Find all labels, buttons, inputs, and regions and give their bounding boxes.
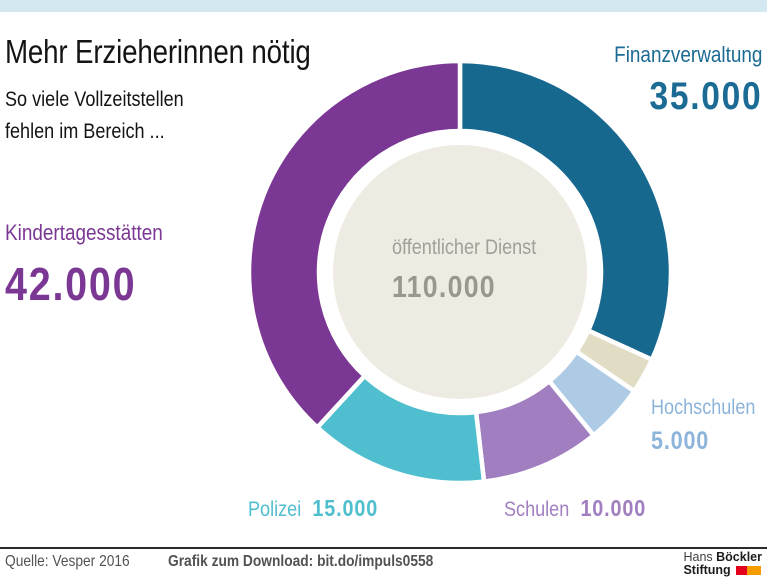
polizei-label: Polizei xyxy=(248,498,302,521)
source-text: Quelle: Vesper 2016 xyxy=(5,553,130,570)
polizei-value: 15.000 xyxy=(312,495,379,521)
kindertagesstaetten-value: 42.000 xyxy=(5,258,137,310)
logo-red-box-icon xyxy=(735,566,747,575)
donut-center-value: 110.000 xyxy=(392,269,496,304)
callout-polizei: Polizei 15.000 xyxy=(248,495,378,522)
callout-schulen: Schulen 10.000 xyxy=(504,495,646,522)
finanzverwaltung-value: 35.000 xyxy=(649,75,762,118)
top-accent-bar xyxy=(0,0,767,12)
donut-center-text: öffentlicher Dienst 110.000 xyxy=(392,236,536,305)
schulen-value: 10.000 xyxy=(580,495,647,521)
donut-center-label: öffentlicher Dienst xyxy=(392,236,537,259)
donut-center-disc xyxy=(333,145,587,399)
hans-boeckler-stiftung-logo: Hans Böckler Stiftung xyxy=(683,551,762,577)
chart-subtitle: So viele Vollzeitstellen fehlen im Berei… xyxy=(5,84,184,148)
logo-stiftung: Stiftung xyxy=(683,563,731,577)
finanzverwaltung-label: Finanzverwaltung xyxy=(613,42,762,67)
donut-chart xyxy=(246,58,674,486)
download-link-text: Grafik zum Download: bit.do/impuls0558 xyxy=(168,553,434,570)
finanzverwaltung-slice xyxy=(457,58,674,363)
logo-orange-box-icon xyxy=(746,566,761,575)
hochschulen-label: Hochschulen xyxy=(651,396,756,419)
hochschulen-value: 5.000 xyxy=(651,427,710,455)
kindertagesstaetten-label: Kindertagesstätten xyxy=(5,220,163,245)
chart-subtitle-line1: So viele Vollzeitstellen xyxy=(5,88,184,111)
schulen-label: Schulen xyxy=(504,498,570,521)
callout-hochschulen: Hochschulen 5.000 xyxy=(651,396,755,456)
kindertagesst-tten-slice xyxy=(246,58,463,431)
footer: Quelle: Vesper 2016 Grafik zum Download:… xyxy=(5,553,476,571)
chart-title: Mehr Erzieherinnen nötig xyxy=(5,33,311,70)
logo-color-mark xyxy=(735,565,761,575)
callout-finanzverwaltung: Finanzverwaltung 35.000 xyxy=(614,42,762,119)
footer-divider xyxy=(0,547,767,549)
logo-hans: Hans xyxy=(683,550,713,564)
logo-boeckler: Böckler xyxy=(716,550,762,564)
logo-line2: Stiftung xyxy=(683,564,762,577)
callout-kindertagesstaetten: Kindertagesstätten 42.000 xyxy=(5,220,163,311)
logo-line1: Hans Böckler xyxy=(683,551,762,564)
chart-subtitle-line2: fehlen im Bereich ... xyxy=(5,120,165,143)
